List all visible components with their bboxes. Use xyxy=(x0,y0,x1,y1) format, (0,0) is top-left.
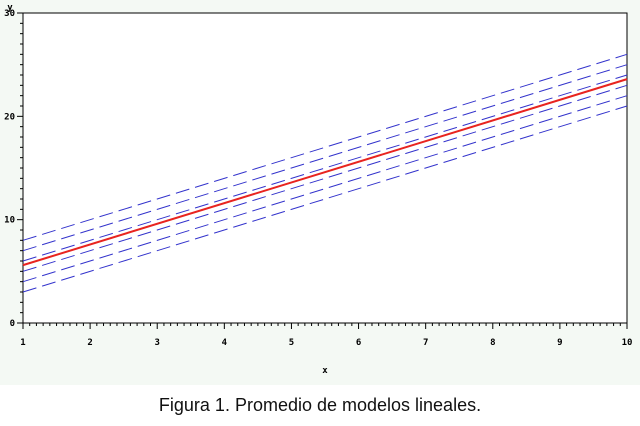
x-tick-label: 7 xyxy=(423,338,428,348)
mean-line xyxy=(22,78,628,267)
y-axis-title: y xyxy=(7,3,13,13)
x-tick-label: 2 xyxy=(87,338,92,348)
x-tick-label: 6 xyxy=(356,338,361,348)
x-tick-label: 9 xyxy=(557,338,562,348)
model-line-2 xyxy=(22,64,628,252)
model-line-6 xyxy=(22,95,628,283)
y-tick-label: 10 xyxy=(4,216,15,226)
model-line-3 xyxy=(22,74,628,262)
y-tick-label: 0 xyxy=(10,319,15,329)
x-tick-label: 1 xyxy=(20,338,25,348)
model-line-5 xyxy=(22,84,628,272)
model-line-7 xyxy=(22,105,628,293)
plot-frame xyxy=(22,12,628,324)
model-line-1 xyxy=(22,53,628,241)
figure-caption: Figura 1. Promedio de modelos lineales. xyxy=(158,395,482,415)
chart-area: 1 2 3 4 5 6 7 8 9 10 0 10 20 30 y x xyxy=(0,0,640,385)
y-tick-label: 20 xyxy=(4,112,15,122)
x-tick-label: 8 xyxy=(490,338,495,348)
x-axis-title: x xyxy=(322,366,328,376)
line-chart: 1 2 3 4 5 6 7 8 9 10 0 10 20 30y x xyxy=(4,3,633,376)
x-tick-label: 4 xyxy=(222,338,228,348)
y-tick-label: 30 xyxy=(4,9,15,19)
x-tick-label: 3 xyxy=(155,338,160,348)
x-tick-label: 5 xyxy=(289,338,294,348)
x-tick-label: 10 xyxy=(622,338,633,348)
